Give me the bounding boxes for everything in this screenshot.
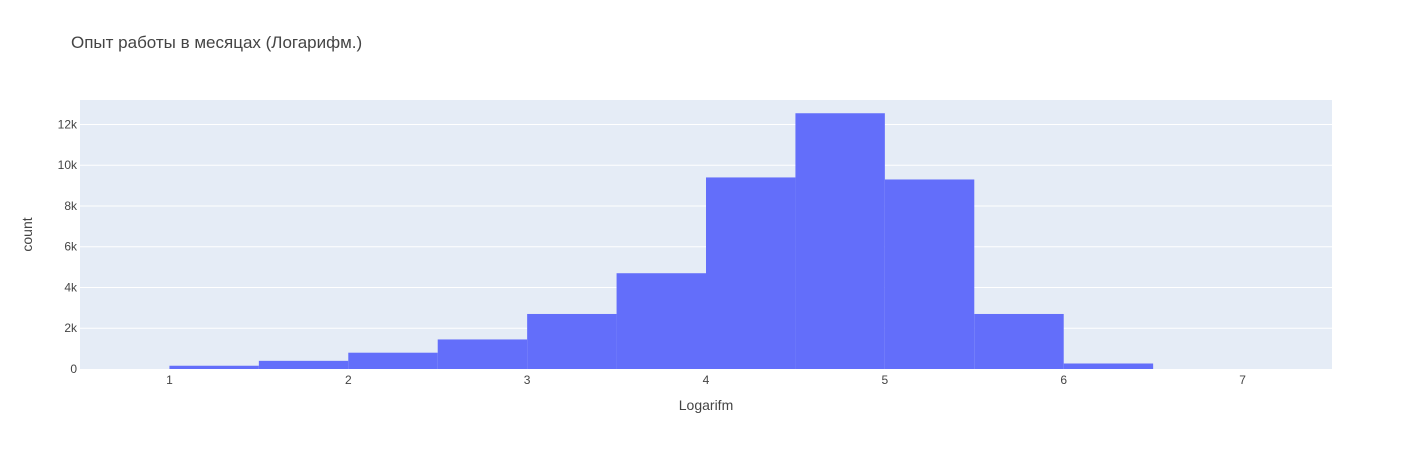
chart-title: Опыт работы в месяцах (Логарифм.)	[71, 33, 363, 52]
histogram-bar	[1063, 363, 1154, 369]
y-axis-ticks: 0 2k 4k 6k 8k 10k 12k	[58, 117, 78, 376]
histogram-bar	[974, 313, 1064, 369]
histogram-bar	[706, 177, 796, 369]
y-tick-label: 0	[70, 362, 77, 376]
histogram-bar	[437, 339, 528, 369]
x-tick-label: 3	[524, 373, 531, 387]
histogram-bar	[884, 179, 975, 369]
x-tick-label: 1	[166, 373, 173, 387]
y-tick-label: 2k	[64, 321, 78, 335]
histogram-bar	[616, 273, 706, 369]
histogram-bar	[527, 313, 617, 369]
histogram-bar	[795, 113, 885, 369]
y-axis-title: count	[19, 217, 35, 251]
y-tick-label: 8k	[64, 199, 78, 213]
x-axis-ticks: 1 2 3 4 5 6 7	[166, 373, 1246, 387]
x-tick-label: 6	[1060, 373, 1067, 387]
x-tick-label: 7	[1239, 373, 1246, 387]
x-axis-title: Logarifm	[679, 397, 733, 413]
x-tick-label: 4	[703, 373, 710, 387]
x-tick-label: 2	[345, 373, 352, 387]
histogram-bar	[169, 365, 259, 369]
y-tick-label: 10k	[58, 158, 78, 172]
histogram-bar	[348, 352, 438, 369]
histogram-bars	[169, 113, 1154, 369]
x-tick-label: 5	[882, 373, 889, 387]
histogram-bar	[258, 360, 349, 369]
y-tick-label: 12k	[58, 117, 78, 131]
y-tick-label: 4k	[64, 280, 78, 294]
y-tick-label: 6k	[64, 240, 78, 254]
